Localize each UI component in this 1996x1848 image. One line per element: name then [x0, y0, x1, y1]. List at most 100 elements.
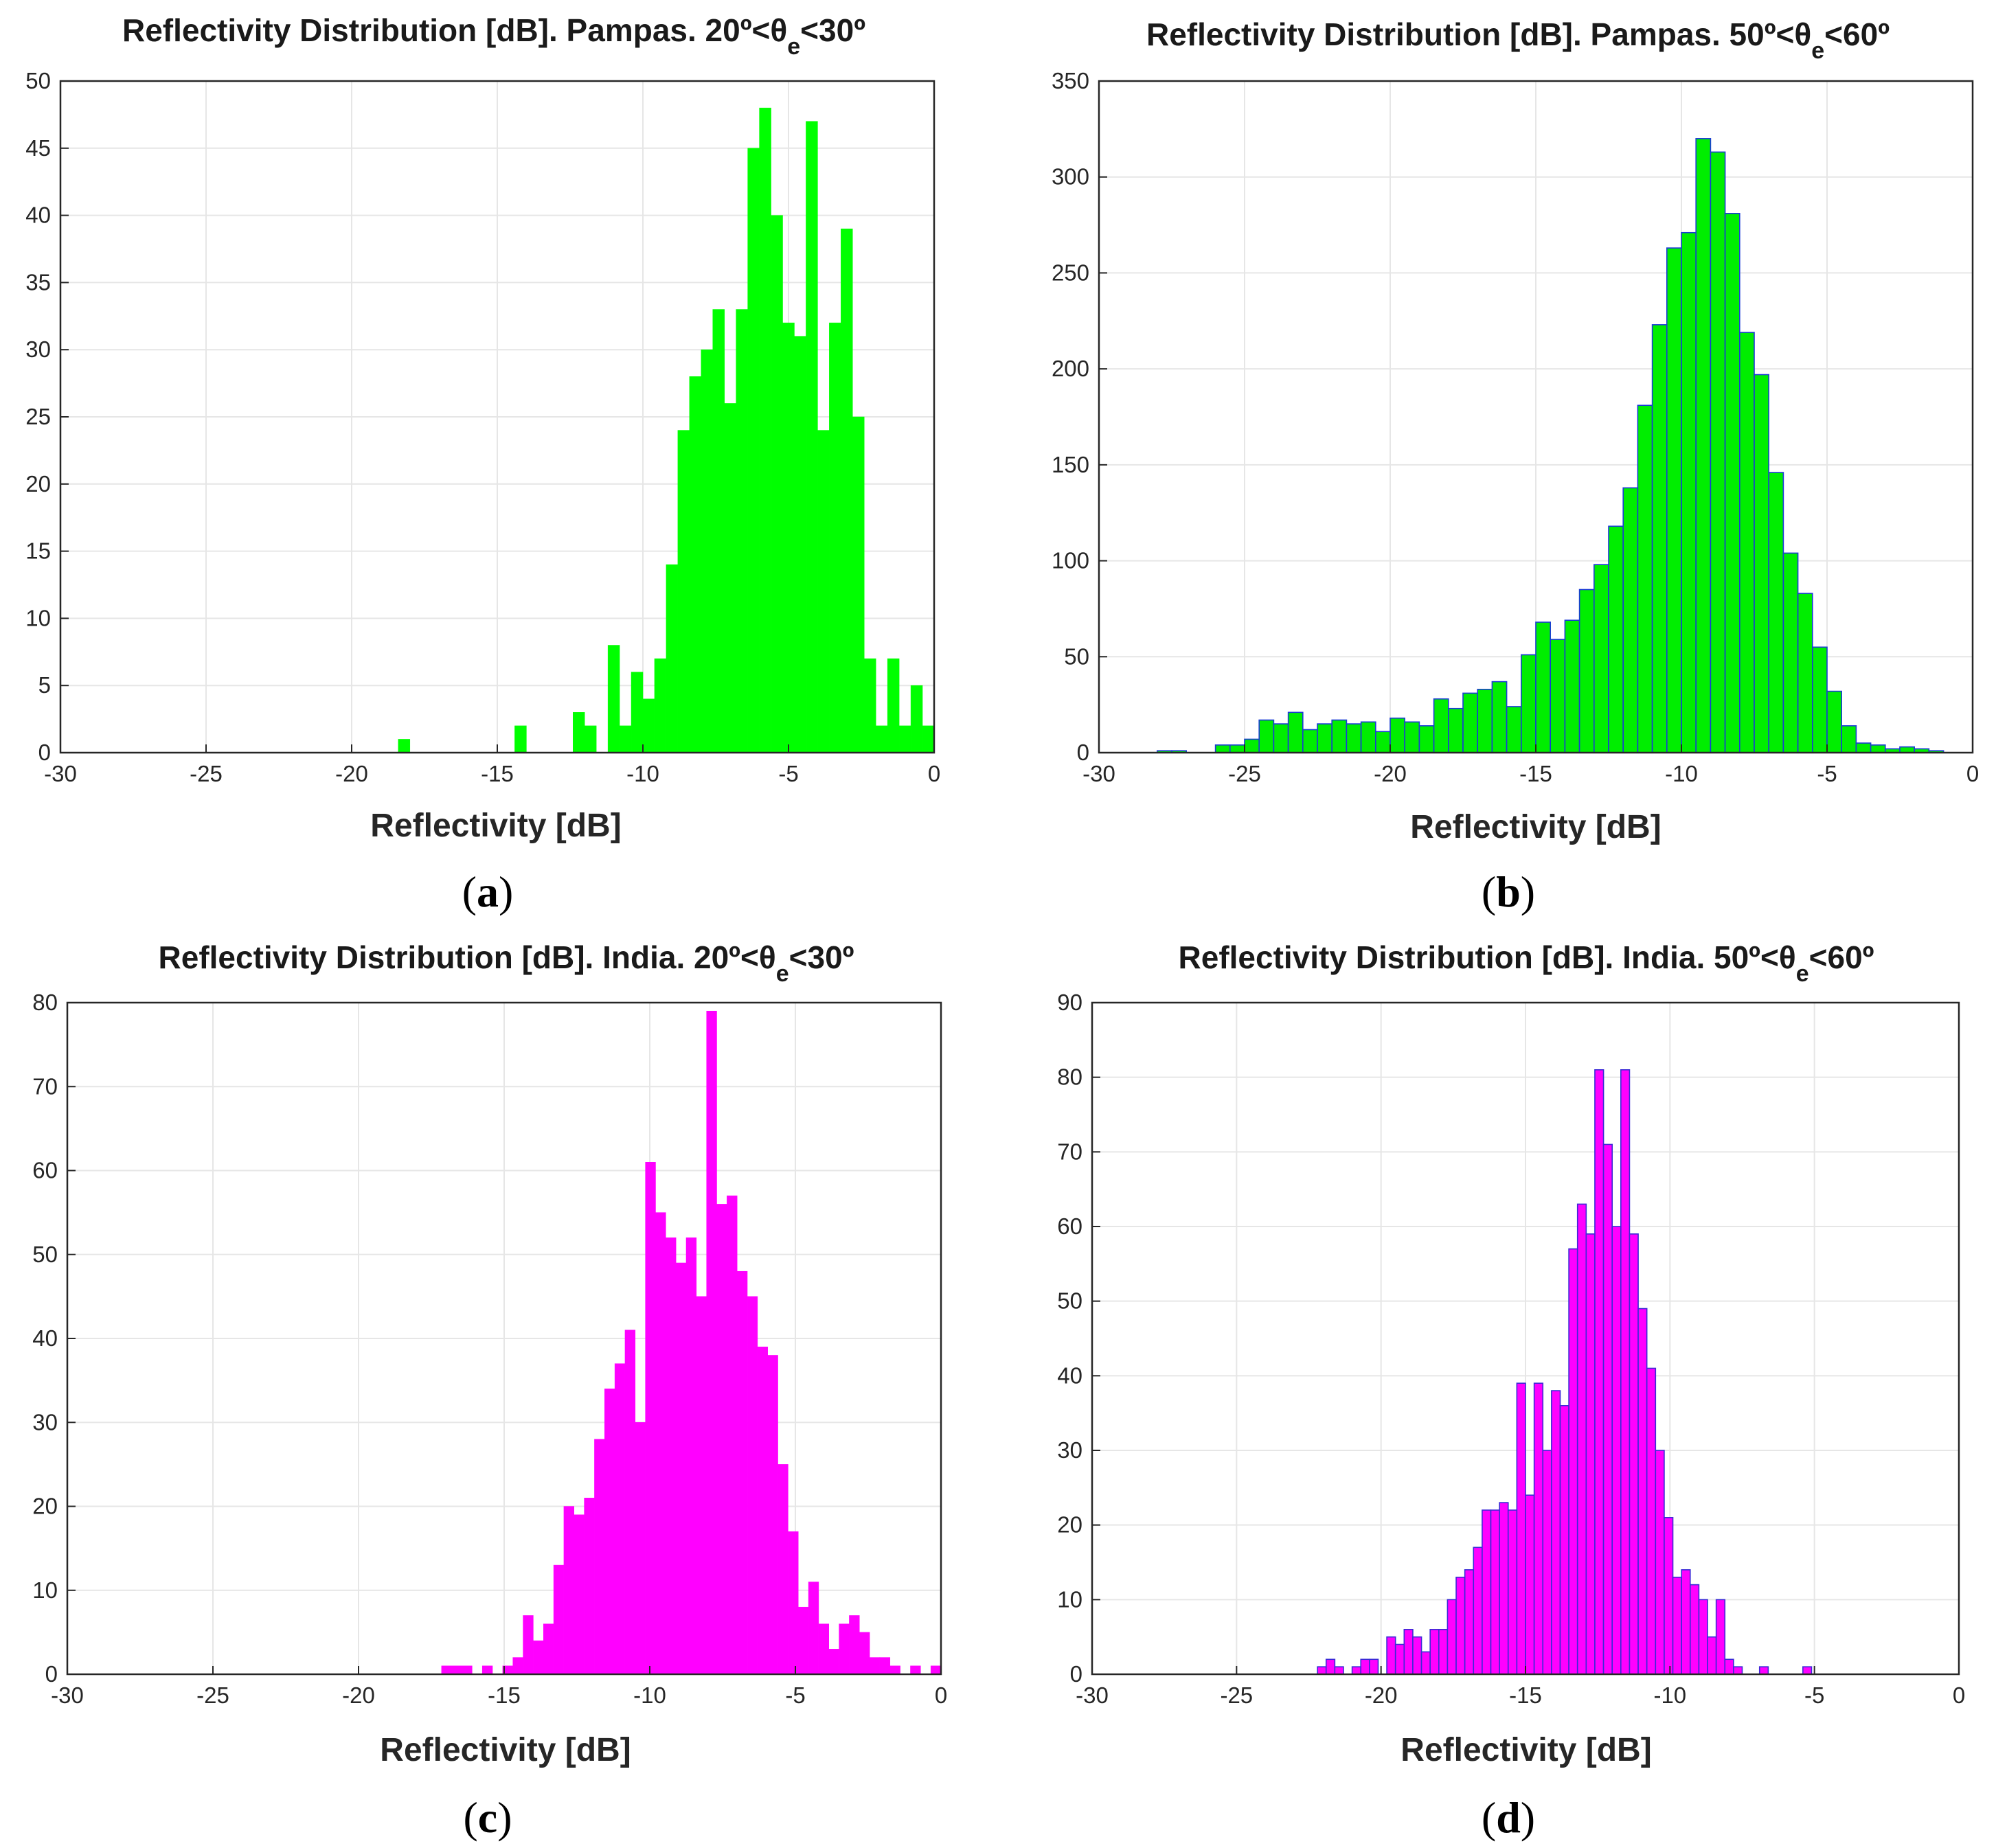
bar-c-22 — [666, 1237, 677, 1675]
x-tick-label-a-0: -30 — [44, 761, 77, 786]
bar-d-42 — [1681, 1569, 1691, 1675]
bar-d-29 — [1568, 1248, 1578, 1675]
bar-d-28 — [1559, 1405, 1569, 1675]
y-tick-label-a-2: 10 — [25, 605, 51, 630]
bar-c-1 — [451, 1665, 462, 1675]
bar-b-26 — [1535, 621, 1552, 753]
bar-d-5 — [1360, 1658, 1370, 1675]
bar-b-22 — [1477, 688, 1493, 753]
bar-b-33 — [1637, 404, 1653, 753]
y-tick-label-b-6: 300 — [1052, 164, 1089, 190]
chart-title-c: Reflectivity Distribution [dB]. India. 2… — [159, 939, 854, 987]
x-tick-label-d-1: -25 — [1220, 1682, 1253, 1708]
bar-b-5 — [1229, 744, 1245, 753]
bar-c-24 — [685, 1237, 697, 1675]
bar-a-24 — [677, 430, 690, 753]
x-tick-label-a-2: -20 — [335, 761, 368, 786]
bar-d-23 — [1516, 1382, 1526, 1675]
y-tick-label-b-1: 50 — [1064, 643, 1089, 669]
bar-c-28 — [727, 1195, 738, 1675]
bar-d-35 — [1620, 1069, 1631, 1675]
bar-d-56 — [1802, 1666, 1813, 1675]
bar-d-9 — [1394, 1643, 1405, 1675]
bar-a-19 — [619, 725, 632, 753]
x-tick-label-c-2: -20 — [342, 1682, 375, 1708]
panel-label-c: (c) — [463, 1793, 512, 1842]
plot-area-a: -30 -25 -20 -15 -10 -5 0 0 5 10 15 20 25 30 35 40 45 50 — [25, 68, 940, 786]
x-tick-label-a-5: -5 — [778, 761, 798, 786]
bar-a-20 — [631, 672, 644, 753]
bar-c-9 — [533, 1640, 544, 1675]
y-tick-label-b-0: 0 — [1077, 740, 1089, 765]
bar-b-35 — [1666, 247, 1682, 753]
bar-a-32 — [771, 215, 783, 753]
bar-c-38 — [828, 1649, 839, 1675]
y-tick-label-d-6: 60 — [1057, 1213, 1082, 1239]
bar-c-17 — [614, 1363, 626, 1675]
bar-b-8 — [1273, 723, 1289, 753]
bar-d-34 — [1611, 1226, 1622, 1675]
bar-c-2 — [462, 1665, 473, 1675]
bar-c-19 — [635, 1422, 646, 1675]
bar-d-13 — [1429, 1629, 1440, 1675]
bar-c-37 — [818, 1623, 830, 1675]
bar-a-41 — [875, 725, 888, 753]
y-tick-label-b-4: 200 — [1052, 356, 1089, 381]
x-tick-label-b-6: 0 — [1966, 761, 1979, 786]
x-tick-label-b-1: -25 — [1228, 761, 1261, 786]
y-tick-label-a-7: 35 — [25, 269, 51, 295]
bar-b-27 — [1550, 639, 1566, 753]
y-tick-label-d-9: 90 — [1057, 990, 1082, 1015]
y-tick-label-c-1: 10 — [32, 1577, 58, 1603]
panel-label-b-letter: b — [1496, 867, 1521, 916]
x-tick-label-b-5: -5 — [1817, 761, 1837, 786]
bar-d-41 — [1672, 1576, 1682, 1675]
panel-b: Reflectivity Distribution [dB]. Pampas. … — [1052, 16, 1979, 916]
chart-title-c-end: <30º — [789, 939, 854, 975]
bar-b-6 — [1244, 738, 1260, 753]
bar-a-43 — [898, 725, 911, 753]
y-tick-label-c-2: 20 — [32, 1494, 58, 1519]
bar-d-27 — [1551, 1390, 1561, 1675]
bar-b-13 — [1346, 723, 1362, 753]
bar-b-46 — [1826, 690, 1843, 753]
panel-d: Reflectivity Distribution [dB]. India. 5… — [1057, 939, 1965, 1842]
bar-d-30 — [1576, 1203, 1587, 1675]
bar-b-42 — [1768, 472, 1784, 753]
bar-a-34 — [794, 336, 806, 753]
bar-d-8 — [1386, 1636, 1396, 1675]
bar-d-32 — [1594, 1069, 1604, 1675]
bar-d-12 — [1420, 1651, 1431, 1675]
y-tick-label-b-5: 250 — [1052, 260, 1089, 285]
panel-a: Reflectivity Distribution [dB]. Pampas. … — [25, 12, 940, 916]
bar-c-15 — [594, 1439, 605, 1675]
chart-title-d-sub: e — [1796, 961, 1809, 987]
bar-d-17 — [1464, 1569, 1475, 1675]
bar-d-16 — [1455, 1576, 1466, 1675]
y-tick-label-d-7: 70 — [1057, 1139, 1082, 1164]
bar-c-16 — [604, 1389, 615, 1675]
bar-b-17 — [1404, 721, 1420, 753]
chart-title-b: Reflectivity Distribution [dB]. Pampas. … — [1146, 16, 1890, 64]
y-tick-label-c-8: 80 — [32, 990, 58, 1015]
bar-a-36 — [817, 430, 830, 753]
bar-a-31 — [759, 107, 771, 753]
bar-d-1 — [1325, 1658, 1336, 1675]
x-axis-label-d: Reflectivity [dB] — [1400, 1732, 1651, 1768]
bar-b-19 — [1433, 698, 1449, 753]
bar-c-42 — [869, 1657, 881, 1675]
bar-c-14 — [584, 1498, 595, 1675]
bar-d-14 — [1438, 1629, 1449, 1675]
bar-d-31 — [1585, 1233, 1596, 1675]
y-tick-label-d-1: 10 — [1057, 1586, 1082, 1612]
bar-b-14 — [1360, 721, 1376, 753]
plot-area-c: -30 -25 -20 -15 -10 -5 0 0 10 20 30 40 50 60 70 80 — [32, 990, 947, 1708]
bar-c-25 — [696, 1296, 707, 1675]
bar-d-0 — [1317, 1666, 1327, 1675]
x-tick-label-d-3: -15 — [1509, 1682, 1542, 1708]
bar-c-10 — [543, 1623, 554, 1675]
y-tick-label-c-0: 0 — [45, 1661, 58, 1687]
y-tick-label-c-6: 60 — [32, 1158, 58, 1183]
bar-b-9 — [1287, 711, 1304, 753]
